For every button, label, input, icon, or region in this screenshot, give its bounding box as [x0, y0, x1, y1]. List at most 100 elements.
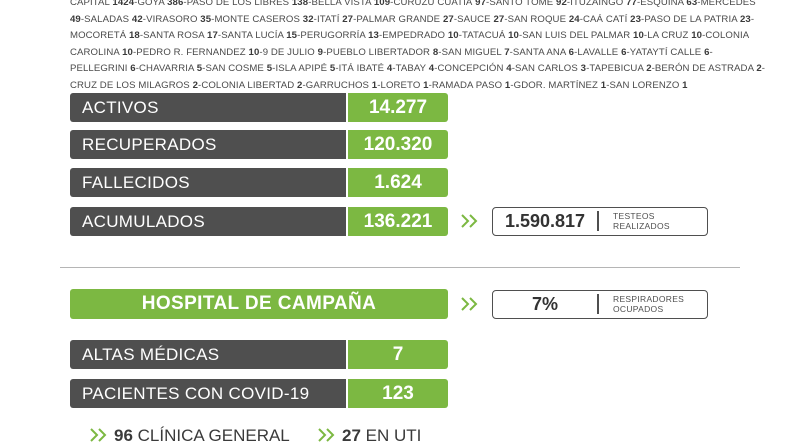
town-count: 2: [192, 79, 199, 91]
double-chevron-right-icon: [461, 297, 479, 311]
town-name: ITATÍ: [316, 13, 340, 25]
town-separator: -: [511, 63, 516, 75]
town-name: LA CRUZ: [647, 30, 689, 42]
town-count: 23: [739, 13, 751, 25]
town-separator: -: [132, 46, 137, 58]
town-separator: -: [217, 30, 222, 42]
town-name: TATACUÁ: [461, 30, 506, 42]
town-name: CONCEPCIÓN: [437, 63, 504, 75]
town-separator: -: [458, 30, 462, 42]
town-separator: -: [453, 13, 458, 25]
activos-value: 14.277: [348, 93, 448, 122]
town-name: YATAYTÍ CALLE: [629, 46, 702, 58]
town-separator: -: [259, 46, 263, 58]
town-item: VIRASORO 35: [146, 14, 211, 25]
uti-value: 27: [342, 426, 361, 445]
town-separator: -: [709, 46, 713, 58]
respiradores-caption-line2: OCUPADOS: [613, 304, 664, 314]
town-count: 42: [131, 13, 143, 25]
town-separator: -: [135, 63, 140, 75]
town-count: 2: [297, 79, 303, 91]
double-chevron-right-icon: [461, 214, 479, 228]
town-item: ITUZAINGÓ 77: [570, 0, 637, 8]
town-separator: -: [509, 46, 513, 58]
testeos-caption: TESTEOS REALIZADOS: [613, 211, 670, 231]
town-separator: -: [353, 13, 357, 25]
fallecidos-label: FALLECIDOS: [70, 168, 346, 197]
town-name: TABAY: [395, 63, 426, 75]
town-item: YATAYTÍ CALLE 6: [630, 47, 710, 58]
testeos-value: 1.590.817: [504, 211, 586, 231]
town-count: 6: [704, 46, 710, 58]
town-name: PALMAR GRANDE: [356, 13, 441, 25]
town-name: SALADAS: [84, 13, 130, 25]
respiradores-box: 7% RESPIRADORES OCUPADOS: [492, 290, 708, 319]
town-item: GOYA 386: [137, 0, 183, 8]
respiradores-caption-line1: RESPIRADORES: [613, 294, 685, 304]
town-separator: -: [579, 13, 584, 25]
town-name: SAN LUIS DEL PALMAR: [522, 30, 631, 42]
town-count: 10: [447, 30, 459, 42]
town-item: PEDRO R. FERNANDEZ 10: [136, 47, 259, 58]
town-count: 10: [122, 46, 133, 58]
town-name: SAUCE: [457, 13, 491, 25]
town-item: BERÓN DE ASTRADA 2: [655, 63, 762, 74]
clinica-value: 96: [114, 426, 133, 445]
town-name: MONTE CASEROS: [214, 13, 300, 25]
town-name: PERUGORRÍA: [300, 30, 366, 42]
testeos-separator: [597, 211, 599, 231]
town-item: COLONIA CAROLINA 10: [70, 30, 749, 58]
town-count: 6: [621, 46, 627, 58]
town-count: 5: [329, 63, 336, 75]
town-separator: -: [643, 30, 648, 42]
altas-label: ALTAS MÉDICAS: [70, 340, 346, 369]
town-count: 24: [568, 13, 580, 25]
town-name: CAPITAL: [70, 0, 110, 8]
town-separator: -: [750, 13, 755, 25]
town-name: SAN ROQUE: [507, 13, 567, 25]
town-name: SANTO TOMÉ: [489, 0, 554, 8]
town-name: VIRASORO: [146, 13, 198, 25]
town-count: 13: [368, 30, 379, 42]
town-name: PASO DE LA PATRIA: [644, 13, 738, 25]
town-name: SANTA ANA: [512, 46, 566, 58]
town-item: BELLA VISTA 109: [311, 0, 390, 8]
respiradores-separator: [597, 294, 599, 314]
town-separator: -: [574, 46, 578, 58]
town-item: CHAVARRIA 5: [139, 63, 202, 74]
town-item: PUEBLO LIBERTADOR 8: [326, 47, 438, 58]
town-count: 8: [432, 46, 439, 58]
town-count: 1: [504, 79, 511, 91]
town-name: CAÁ CATÍ: [583, 13, 628, 25]
town-item: SAN ROQUE 24: [508, 14, 580, 25]
town-item: PELLEGRINI 6: [70, 63, 136, 74]
town-separator: -: [390, 0, 394, 8]
town-item: SALADAS 42: [84, 14, 143, 25]
town-name: EMPEDRADO: [382, 30, 446, 42]
acumulados-label: ACUMULADOS: [70, 207, 346, 236]
recuperados-label: RECUPERADOS: [70, 130, 346, 159]
uti-label: EN UTI: [365, 426, 422, 445]
town-count: 17: [207, 30, 218, 42]
town-item: GDOR. MARTÍNEZ 1: [514, 80, 607, 91]
town-name: CURUZÚ CUATIÁ: [393, 0, 473, 8]
town-count: 10: [633, 30, 644, 42]
town-item: PERUGORRÍA 13: [300, 30, 379, 41]
town-item: CONCEPCIÓN 4: [437, 63, 511, 74]
town-separator: -: [134, 0, 138, 8]
town-item: GARRUCHOS 1: [306, 80, 377, 91]
town-item: PASO DE LOS LIBRES 138: [187, 0, 308, 8]
town-name: BELLA VISTA: [311, 0, 372, 8]
town-count: 27: [342, 13, 354, 25]
town-item: ITÁ IBATÉ 4: [339, 63, 393, 74]
town-count: 5: [196, 63, 203, 75]
town-name: SAN LORENZO: [609, 79, 680, 91]
town-count: 27: [442, 13, 454, 25]
town-count: 7: [504, 46, 510, 58]
town-count: 35: [200, 13, 212, 25]
town-separator: -: [308, 0, 312, 8]
town-separator: -: [697, 0, 701, 8]
town-count: 1: [600, 79, 607, 91]
town-name: ITUZAINGÓ: [570, 0, 624, 8]
town-name: SAN CARLOS: [515, 63, 578, 75]
